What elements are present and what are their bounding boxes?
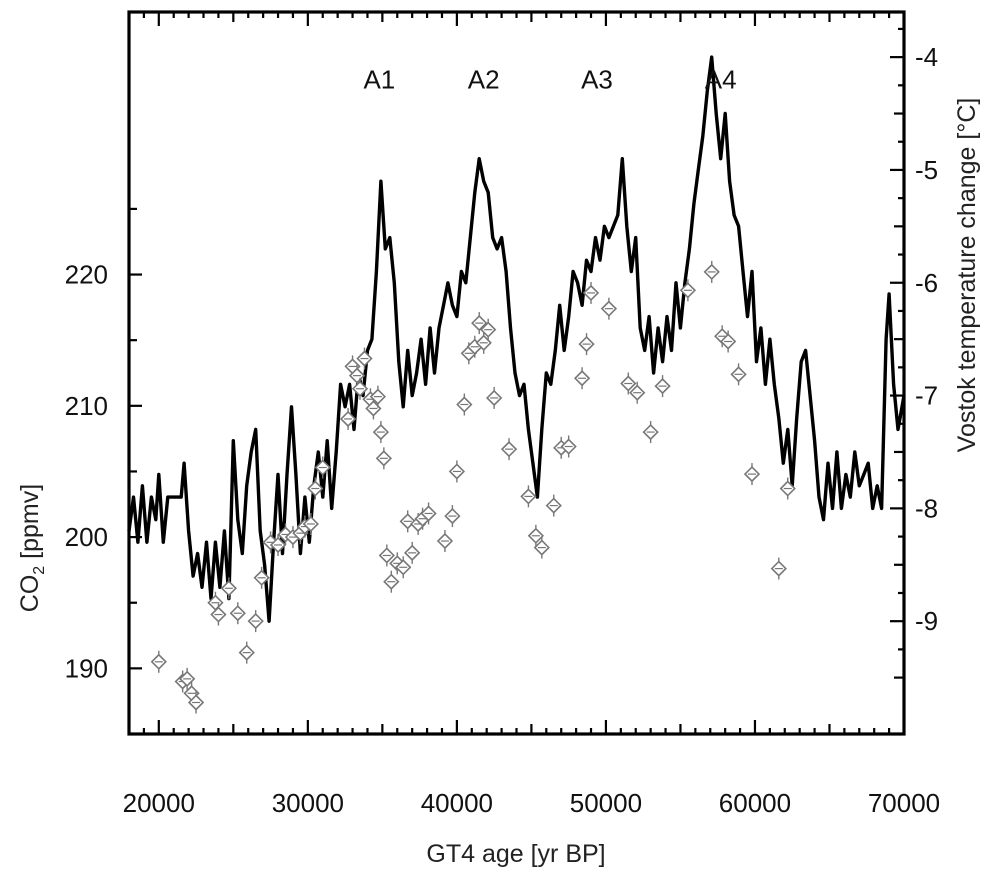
co2-point — [378, 544, 395, 567]
co2-point — [560, 435, 577, 458]
co2-point — [187, 691, 205, 714]
co2-point — [253, 566, 270, 589]
co2-point — [730, 363, 747, 386]
co2-point — [578, 333, 595, 356]
right-tick-label: -4 — [915, 42, 938, 72]
co2-point — [356, 347, 373, 370]
co2-point — [365, 397, 382, 420]
co2-point — [372, 421, 390, 444]
co2-point — [770, 557, 787, 580]
left-axis-title-sub: 2 — [31, 566, 48, 575]
co2-point — [444, 505, 461, 528]
left-tick-label: 200 — [65, 522, 108, 552]
left-y-axis: 190 200 210 220 — [65, 207, 142, 736]
co2-point — [527, 524, 545, 547]
co2-point — [420, 502, 437, 525]
co2-point — [269, 533, 287, 556]
co2-point — [620, 372, 637, 395]
co2-point — [210, 603, 227, 626]
co2-point — [220, 577, 237, 600]
co2-point — [247, 610, 264, 633]
event-annotations: A1 A2 A3 A4 — [363, 65, 736, 95]
left-axis-title-rest: [ppmv] — [16, 484, 44, 566]
co2-point — [339, 407, 357, 430]
co2-point — [314, 456, 331, 479]
co2-point — [520, 485, 537, 508]
co2-point — [471, 312, 488, 335]
co2-point — [448, 460, 466, 483]
left-axis-title: CO2 [ppmv] — [16, 484, 48, 612]
co2-point — [573, 367, 591, 390]
co2-point — [582, 281, 600, 304]
co2-point — [500, 438, 518, 461]
co2-point — [720, 330, 737, 353]
event-label: A3 — [581, 65, 613, 95]
co2-point — [456, 393, 473, 416]
event-label: A4 — [705, 65, 737, 95]
co2-point — [238, 641, 255, 664]
right-tick-label: -6 — [915, 268, 938, 298]
co2-point — [399, 510, 416, 533]
right-tick-label: -5 — [915, 155, 938, 185]
co2-point — [351, 377, 369, 400]
co2-points — [150, 260, 796, 714]
co2-point — [383, 570, 400, 593]
left-tick-label: 190 — [65, 653, 108, 683]
co2-point — [369, 385, 387, 408]
x-axis-title: GT4 age [yr BP] — [426, 840, 605, 868]
co2-point — [375, 447, 392, 470]
right-axis-title: Vostok temperature change [°C] — [953, 98, 981, 453]
co2-point — [395, 556, 412, 579]
co2-point — [743, 463, 761, 486]
co2-point — [404, 541, 421, 564]
co2-point — [629, 381, 646, 404]
co2-point — [150, 650, 167, 673]
x-tick-label: 40000 — [421, 788, 493, 818]
co2-point — [229, 602, 246, 625]
x-tick-label: 20000 — [123, 788, 195, 818]
left-tick-label: 220 — [65, 260, 108, 290]
x-tick-label: 70000 — [868, 788, 940, 818]
x-tick-label: 60000 — [719, 788, 791, 818]
co2-point — [533, 536, 550, 559]
right-tick-label: -9 — [915, 606, 938, 636]
co2-point — [475, 331, 492, 354]
co2-point — [600, 297, 618, 320]
co2-point — [779, 477, 796, 500]
co2-point — [480, 318, 497, 341]
co2-point — [642, 421, 659, 444]
co2-point — [436, 530, 454, 553]
co2-point — [307, 477, 324, 500]
x-tick-label: 50000 — [570, 788, 642, 818]
x-axis: 20000 30000 40000 50000 60000 70000 — [123, 12, 940, 818]
co2-point — [178, 667, 196, 690]
co2-point — [679, 279, 697, 302]
co2-point — [302, 512, 319, 535]
co2-point — [703, 260, 720, 283]
event-label: A2 — [468, 65, 500, 95]
temperature-line — [127, 55, 906, 623]
right-y-axis: -4 -5 -6 -7 -8 -9 — [890, 27, 938, 679]
event-label: A1 — [363, 65, 395, 95]
left-tick-label: 210 — [65, 391, 108, 421]
x-tick-label: 30000 — [272, 788, 344, 818]
right-tick-label: -8 — [915, 493, 938, 523]
left-axis-title-main: CO — [16, 575, 44, 613]
co2-point — [545, 494, 562, 517]
right-tick-label: -7 — [915, 381, 938, 411]
co2-point — [654, 375, 671, 398]
co2-point — [486, 386, 503, 409]
